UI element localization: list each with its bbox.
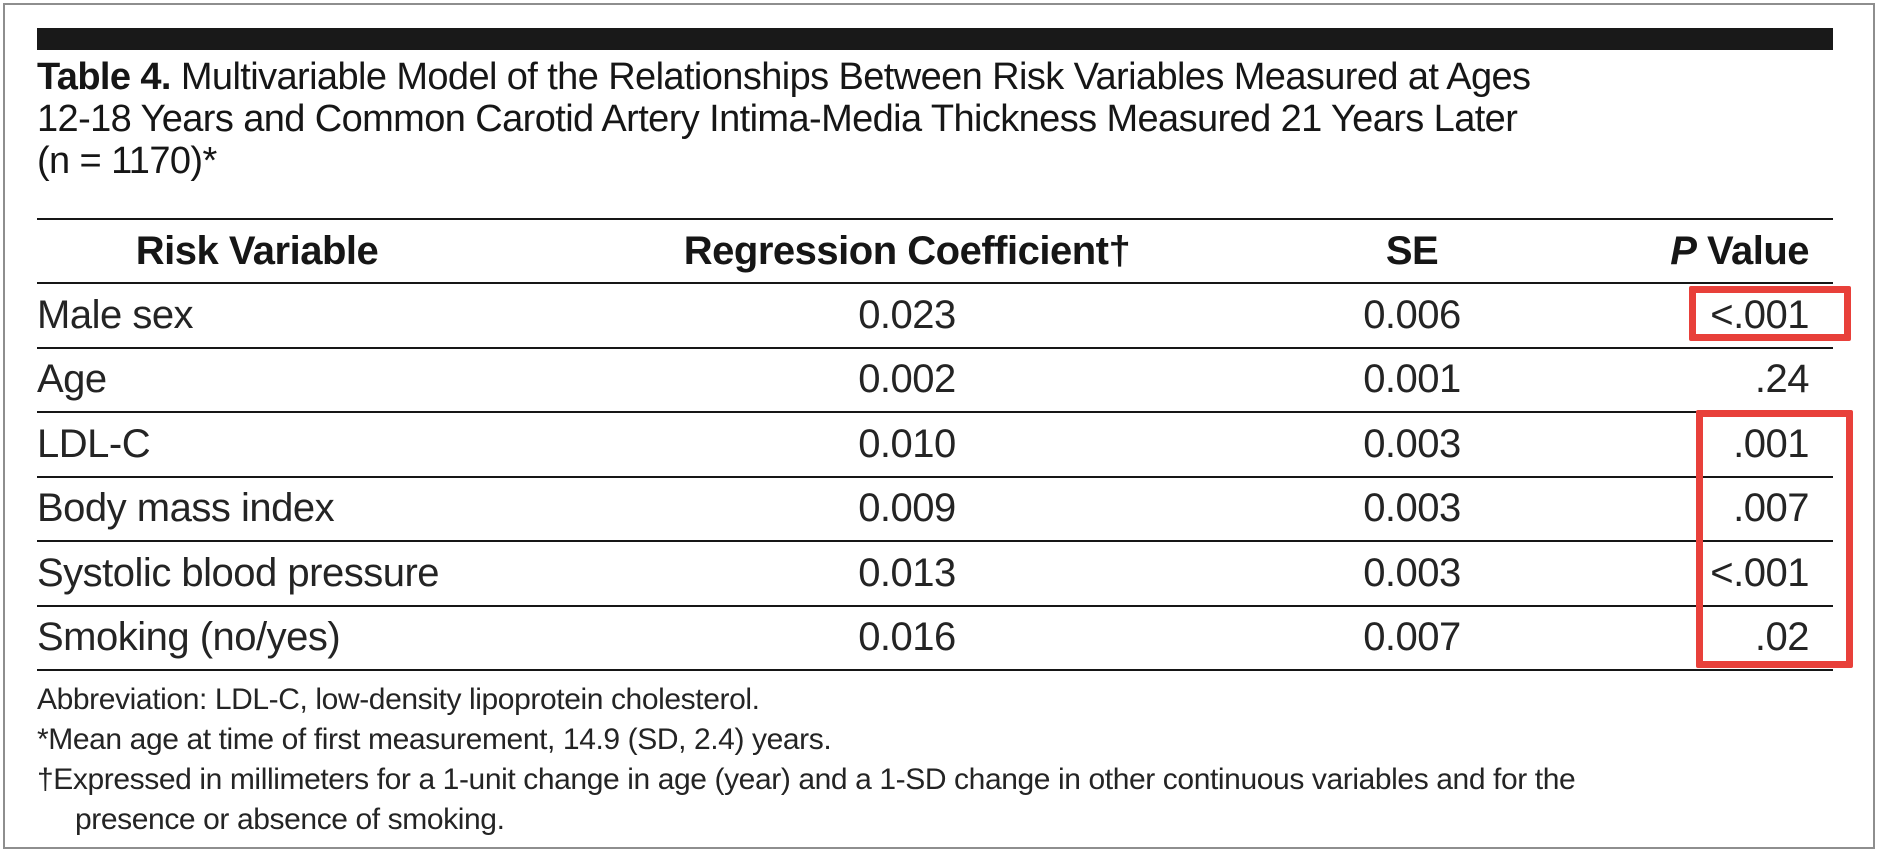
cell-variable: Systolic blood pressure: [37, 550, 440, 595]
table-row: Body mass index 0.009 0.003 .007: [37, 478, 1833, 542]
highlight-box-significant-p-values: [1696, 410, 1853, 668]
footnote-line: †Expressed in millimeters for a 1-unit c…: [37, 763, 1576, 796]
column-header-se: SE: [1385, 228, 1439, 273]
cell-coefficient: 0.009: [858, 486, 956, 531]
table-header-row: Risk Variable Regression Coefficient† SE P …: [37, 220, 1833, 284]
cell-variable: Age: [37, 357, 107, 402]
cell-se: 0.007: [1363, 615, 1461, 660]
cell-coefficient: 0.002: [858, 357, 956, 402]
table-body: Male sex 0.023 0.006 <.001 Age 0.002 0.001 .24 L…: [37, 284, 1833, 671]
table-title: Table 4. Multivariable Model of the Rela…: [37, 56, 1837, 182]
cell-p: <.001: [1710, 550, 1809, 595]
table-row: Smoking (no/yes) 0.016 0.007 .02: [37, 607, 1833, 671]
footnote-line: Abbreviation: LDL-C, low-density lipopro…: [37, 683, 760, 716]
cell-se: 0.003: [1363, 421, 1461, 466]
cell-variable: Smoking (no/yes): [37, 615, 341, 660]
table-header-bar: [37, 28, 1833, 50]
table-title-text: Multivariable Model of the Relationships…: [180, 56, 1531, 98]
column-header-coefficient: Regression Coefficient†: [683, 228, 1131, 273]
footnotes: Abbreviation: LDL-C, low-density lipopro…: [37, 680, 1847, 840]
cell-se: 0.003: [1363, 550, 1461, 595]
cell-se: 0.001: [1363, 357, 1461, 402]
table-number: Table 4.: [37, 56, 171, 98]
cell-se: 0.006: [1363, 292, 1461, 337]
table-title-line-1: Table 4. Multivariable Model of the Rela…: [37, 56, 1837, 98]
column-header-p: P Value: [1670, 228, 1809, 273]
cell-p: .007: [1733, 486, 1809, 531]
cell-p: .02: [1754, 615, 1810, 660]
cell-coefficient: 0.023: [858, 292, 956, 337]
footnote-line: presence or absence of smoking.: [75, 803, 505, 836]
cell-coefficient: 0.016: [858, 615, 956, 660]
cell-coefficient: 0.013: [858, 550, 956, 595]
table-row: Male sex 0.023 0.006 <.001: [37, 284, 1833, 349]
footnote-line: *Mean age at time of first measurement, …: [37, 723, 832, 756]
cell-p: .001: [1733, 421, 1809, 466]
cell-se: 0.003: [1363, 486, 1461, 531]
cell-coefficient: 0.010: [858, 421, 956, 466]
cell-variable: Male sex: [37, 292, 194, 337]
cell-variable: Body mass index: [37, 486, 335, 531]
table-title-line-2: 12-18 Years and Common Carotid Artery In…: [37, 98, 1518, 140]
table-row: Age 0.002 0.001 .24: [37, 349, 1833, 413]
table-row: LDL-C 0.010 0.003 .001: [37, 413, 1833, 478]
cell-variable: LDL-C: [37, 421, 151, 466]
cell-p: <.001: [1710, 292, 1809, 337]
cell-p: .24: [1754, 357, 1810, 402]
column-header-variable: Risk Variable: [135, 228, 379, 273]
table-title-line-3: (n = 1170)*: [37, 140, 217, 182]
table-row: Systolic blood pressure 0.013 0.003 <.001: [37, 542, 1833, 607]
results-table: Risk Variable Regression Coefficient† SE P …: [37, 218, 1833, 671]
highlight-box-male-sex-p-value: [1689, 286, 1851, 341]
